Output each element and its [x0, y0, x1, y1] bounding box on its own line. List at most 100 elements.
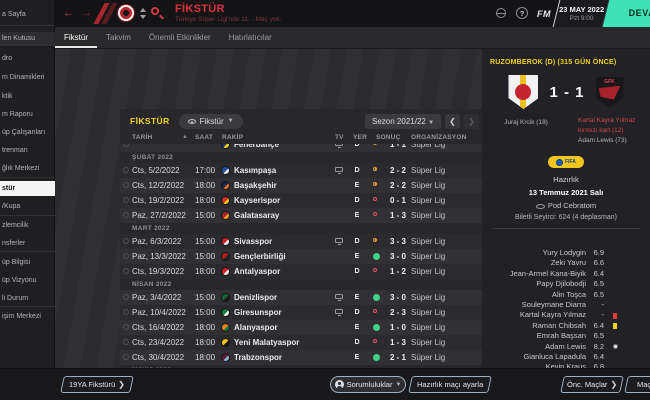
player-rating-row[interactable]: Kartal Kayra Yılmaz - — [482, 310, 650, 320]
row-checkbox-icon — [123, 339, 129, 345]
watch-match-button[interactable]: Maç İzle — [624, 376, 650, 393]
sidebar-item[interactable]: len Kutusu — [0, 32, 55, 45]
competition-name: Süper Lig — [411, 144, 446, 149]
fixture-row[interactable]: Paz, 10/4/2022 15:00 Giresunspor D 2 - 3 Süpe… — [120, 305, 533, 320]
column-header-date[interactable]: TARİH — [132, 134, 153, 141]
player-rating-row[interactable]: Emrah Başsan 6.5 — [482, 331, 650, 341]
sidebar-item[interactable]: nsferler — [2, 240, 26, 247]
u19-fixtures-button[interactable]: 19YA Fikstürü ❯ — [60, 376, 134, 393]
column-header-result[interactable]: SONUÇ — [376, 134, 401, 141]
sidebar-item[interactable]: üp Bilgisi — [2, 259, 31, 266]
view-selector-label: Fikstür — [199, 116, 224, 126]
sidebar-item[interactable]: /Kupa — [2, 203, 21, 210]
sidebar-item[interactable]: üp Vizyonu — [2, 277, 37, 284]
player-rating: 6.5 — [593, 331, 604, 341]
player-rating-row[interactable]: Papy Djilobodji 6.5 — [482, 279, 650, 289]
player-rating-row[interactable]: Alin Toşca 6.5 — [482, 290, 650, 300]
tv-icon — [335, 294, 343, 301]
sidebar-item[interactable]: ğlık Merkezi — [2, 165, 40, 172]
fixture-date: Cts, 16/4/2022 — [132, 323, 185, 332]
fixture-date: Paz, 10/4/2022 — [132, 308, 186, 317]
fixture-row[interactable]: Cts, 5/2/2022 17:00 Kasımpaşa D 2 - 2 Süper L… — [120, 163, 533, 178]
team-switch-chevrons-icon[interactable] — [140, 8, 146, 19]
fixture-row[interactable]: Paz, 27/2/2022 15:00 Galatasaray E 1 - 3 Süpe… — [120, 208, 533, 223]
sidebar-item[interactable]: li Durum — [2, 295, 29, 302]
venue-letter: D — [354, 167, 360, 174]
fixture-row[interactable]: Cts, 16/4/2022 18:00 Alanyaspor E 1 - 0 Süper… — [120, 320, 533, 335]
column-header-venue[interactable]: YER — [353, 134, 367, 141]
sidebar-item[interactable]: zlemcilik — [2, 222, 29, 229]
fixture-row[interactable]: Paz, 3/4/2022 15:00 Denizlispor E 3 - 0 Süper… — [120, 290, 533, 305]
tab-takvim[interactable]: Takvim — [106, 33, 131, 42]
player-rating-row[interactable]: Souleymane Diarra - — [482, 300, 650, 310]
fixture-row[interactable]: Paz, 6/3/2022 15:00 Sivasspor D 3 - 3 Süper L… — [120, 234, 533, 249]
sidebar-item[interactable]: ktik — [2, 93, 13, 100]
player-rating-row[interactable]: Raman Chibsah 6.4 — [482, 321, 650, 331]
match-date: 13 Temmuz 2021 Salı — [528, 188, 604, 197]
previous-matches-button[interactable]: Önc. Maçlar ❯ — [560, 376, 624, 393]
player-rating-row[interactable]: Adam Lewis 8.2 — [482, 342, 650, 352]
help-icon[interactable]: ? — [516, 7, 528, 19]
person-icon — [334, 380, 344, 389]
continue-button[interactable]: DEVAM — [602, 0, 650, 27]
club-crest-icon[interactable] — [117, 4, 135, 22]
search-icon[interactable] — [151, 7, 159, 15]
column-header-tv[interactable]: TV — [335, 134, 344, 141]
fixture-time: 17:00 — [195, 166, 216, 175]
tab-fikst-r[interactable]: Fikstür — [55, 27, 97, 48]
fixture-row[interactable]: Cts, 12/2/2022 18:00 Başakşehir E 2 - 2 Süper… — [120, 178, 533, 193]
fixture-row[interactable]: Fenerbahçe D 1 - 1 Süper Lig — [120, 144, 533, 152]
next-season-button[interactable]: ❯ — [464, 113, 480, 129]
tab--nemli-etkinlikler[interactable]: Önemli Etkinlikler — [148, 33, 211, 42]
season-selector[interactable]: Sezon 2021/22 ▼ — [365, 113, 442, 129]
opponent-crest-icon — [221, 308, 230, 317]
sidebar-item[interactable]: a Sayfa — [2, 11, 26, 18]
player-rating-row[interactable]: Jean-Armel Kana-Biyik 6.4 — [482, 269, 650, 279]
row-checkbox-icon — [123, 238, 129, 244]
player-rating-row[interactable]: Yury Lodygin 6.9 — [482, 248, 650, 258]
sidebar-item[interactable]: işim Merkezi — [2, 313, 41, 320]
column-header-opponent[interactable]: RAKİP — [222, 134, 244, 141]
arrange-friendly-button[interactable]: Hazırlık maçı ayarla — [408, 376, 492, 393]
row-checkbox-icon — [123, 309, 129, 315]
previous-season-button[interactable]: ❮ — [445, 113, 461, 129]
top-bar: ← → FİKSTÜR Türkiye Süper Ligi'nde 11. -… — [55, 0, 650, 27]
sidebar-item[interactable]: stür — [0, 181, 55, 196]
fixture-row[interactable]: Cts, 23/4/2022 18:00 Yeni Malatyaspor D 1 - … — [120, 335, 533, 350]
view-selector[interactable]: Fikstür ▼ — [178, 113, 243, 129]
globe-icon[interactable] — [496, 8, 506, 18]
opponent-crest-icon — [221, 196, 230, 205]
responsibilities-button[interactable]: Sorumluluklar ▼ — [330, 376, 406, 393]
row-checkbox-icon — [123, 182, 129, 188]
sidebar-item[interactable]: m Raporu — [2, 111, 33, 118]
back-arrow-icon[interactable]: ← — [63, 7, 74, 19]
player-rating: 6.5 — [593, 289, 604, 299]
column-header-competition[interactable]: ORGANİZASYON — [411, 134, 467, 141]
sidebar-item[interactable]: dro — [2, 55, 13, 62]
fixture-time: 15:00 — [195, 293, 216, 302]
player-rating: 6.4 — [593, 351, 604, 361]
column-header-time[interactable]: SAAT — [195, 134, 214, 141]
venue-letter: D — [354, 144, 360, 148]
player-rating-row[interactable]: Gianluca Lapadula 6.4 — [482, 352, 650, 362]
game-day-time: Pzt 9:00 — [569, 15, 594, 22]
sidebar-item[interactable]: üp Çalışanları — [2, 129, 46, 136]
player-rating-row[interactable]: Zeki Yavru 6.6 — [482, 258, 650, 268]
fixture-row[interactable]: Cts, 19/2/2022 18:00 Kayserispor D 0 - 1 Süpe… — [120, 193, 533, 208]
sidebar-item[interactable]: m Dinamikleri — [2, 74, 45, 81]
fixture-row[interactable]: Cts, 30/4/2022 18:00 Trabzonspor E 2 - 1 Süpe… — [120, 350, 533, 365]
fixture-row[interactable]: Cts, 19/3/2022 18:00 Antalyaspor D 1 - 2 Süpe… — [120, 264, 533, 279]
forward-arrow-icon[interactable]: → — [81, 7, 92, 19]
opponent-name: Başakşehir — [234, 181, 277, 190]
fixture-row[interactable]: Paz, 13/3/2022 15:00 Gençlerbirliği E 3 - 0 S… — [120, 249, 533, 264]
match-header[interactable]: RUZOMBEROK (D) (315 GÜN ÖNCE) — [490, 59, 617, 66]
opponent-crest-icon — [221, 323, 230, 332]
fixture-table-body: Fenerbahçe D 1 - 1 Süper Lig ŞUBAT 2022 Cts, … — [120, 144, 533, 400]
match-venue: Pod Cebratom — [482, 201, 650, 210]
tab-hat-rlat-c-lar[interactable]: Hatırlatıcılar — [228, 33, 272, 42]
player-rating-row[interactable]: Kevin Kraus 6.8 — [482, 362, 650, 372]
opponent-name: Denizlispor — [234, 293, 278, 302]
sidebar-item[interactable]: trenman — [2, 147, 28, 154]
player-name: Yury Lodygin — [542, 248, 586, 257]
